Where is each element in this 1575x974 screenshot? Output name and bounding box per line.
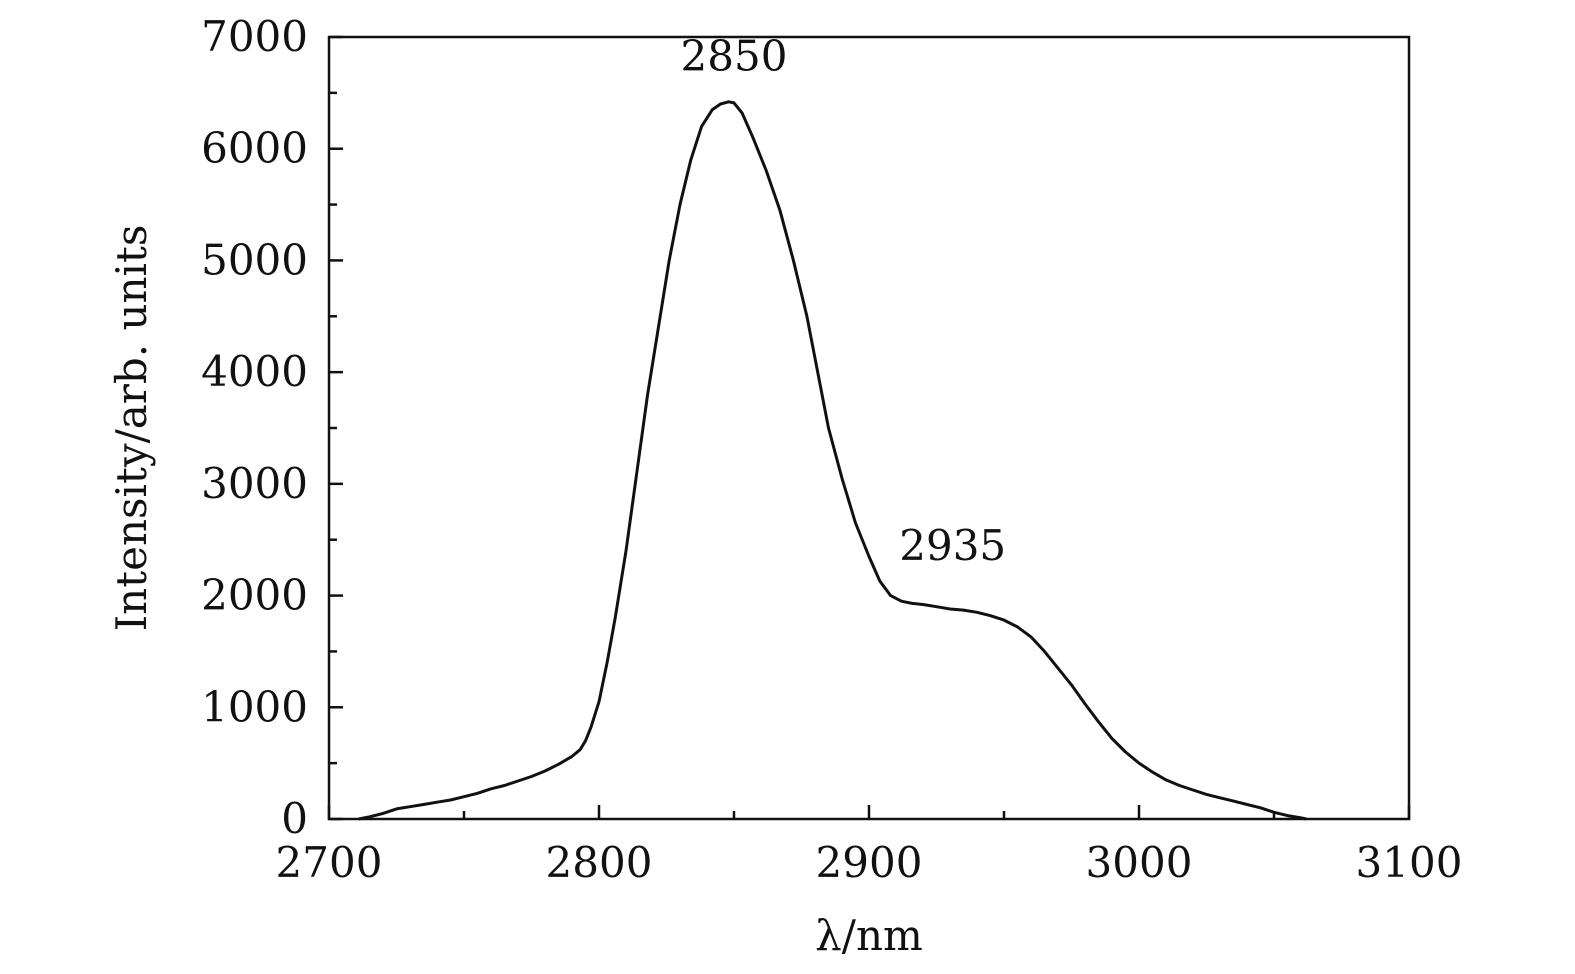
peak-annotations: 2850 2935 — [681, 32, 1007, 570]
x-tick-label: 3100 — [1356, 838, 1463, 887]
x-tick-label: 2800 — [546, 838, 653, 887]
x-tick-label: 2700 — [276, 838, 383, 887]
y-tick-label: 2000 — [201, 571, 308, 620]
peak-label: 2850 — [681, 32, 788, 81]
axis-ticks — [327, 35, 1411, 821]
y-tick-label: 6000 — [201, 124, 308, 173]
y-tick-label: 1000 — [201, 682, 308, 731]
plot-frame — [327, 35, 1411, 821]
y-axis-title: Intensity/arb. units — [107, 225, 156, 632]
y-tick-label: 5000 — [201, 235, 308, 284]
y-tick-label: 0 — [281, 794, 308, 843]
peak-label: 2935 — [899, 521, 1006, 570]
axis-tick-labels: 2700 2800 2900 3000 3100 0 1000 2000 3000 4000 500… — [201, 12, 1462, 887]
y-tick-label: 3000 — [201, 459, 308, 508]
y-tick-label: 7000 — [201, 12, 308, 61]
x-tick-label: 3000 — [1086, 838, 1193, 887]
intensity-series-line — [358, 100, 1307, 821]
x-axis-title: λ/nm — [815, 911, 923, 960]
x-tick-label: 2900 — [816, 838, 923, 887]
y-tick-label: 4000 — [201, 347, 308, 396]
